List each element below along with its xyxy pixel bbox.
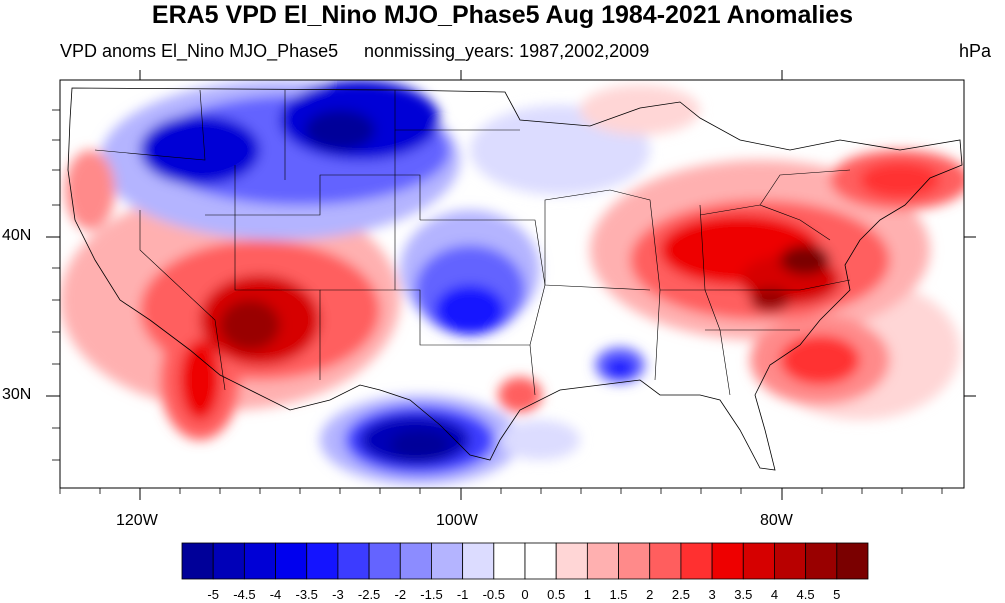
colorbar-box — [649, 542, 682, 580]
colorbar — [181, 542, 869, 580]
units-label: hPa — [958, 41, 991, 61]
colorbar-tick-label: -5 — [207, 587, 219, 602]
figure-title: ERA5 VPD El_Nino MJO_Phase5 Aug 1984-202… — [151, 1, 854, 29]
colorbar-box — [275, 542, 308, 580]
anomaly-field — [60, 80, 964, 488]
colorbar-tick-label: 3.5 — [734, 587, 753, 602]
colorbar-tick-label: -1.5 — [420, 587, 443, 602]
lon-label-100w: 100W — [436, 512, 478, 529]
lat-label-30n: 30N — [2, 386, 32, 403]
colorbar-tick-label: 4 — [770, 587, 779, 602]
colorbar-box — [243, 542, 276, 580]
colorbar-tick-label: 3 — [708, 587, 716, 602]
colorbar-box — [462, 542, 495, 580]
colorbar-tick-label: 2.5 — [671, 587, 690, 602]
colorbar-box — [618, 542, 651, 580]
colorbar-box — [212, 542, 245, 580]
colorbar-tick-label: -3 — [332, 587, 344, 602]
colorbar-tick-label: 0 — [521, 587, 529, 602]
colorbar-box — [711, 542, 744, 580]
colorbar-box — [555, 542, 588, 580]
colorbar-tick-label: 2 — [646, 587, 654, 602]
colorbar-box — [805, 542, 838, 580]
lat-ticks — [46, 236, 976, 397]
colorbar-box — [368, 542, 401, 580]
colorbar-box — [337, 542, 370, 580]
colorbar-box — [836, 542, 869, 580]
colorbar-box — [774, 542, 807, 580]
colorbar-box — [742, 542, 775, 580]
colorbar-tick-label: -4 — [269, 587, 282, 602]
colorbar-tick-label: -3.5 — [295, 587, 318, 602]
lon-label-80w: 80W — [760, 512, 793, 529]
colorbar-box — [181, 542, 214, 580]
colorbar-box — [493, 542, 526, 580]
colorbar-tick-label: -1 — [456, 587, 469, 602]
colorbar-tick-label: -2.5 — [357, 587, 381, 602]
colorbar-tick-label: -0.5 — [482, 587, 505, 602]
colorbar-box — [431, 542, 464, 580]
colorbar-box — [680, 542, 713, 580]
colorbar-box — [524, 542, 557, 580]
colorbar-tick-label: 0.5 — [547, 587, 566, 602]
colorbar-tick-label: 1 — [583, 587, 592, 602]
colorbar-tick-label: 4.5 — [796, 587, 815, 602]
us-outline — [67, 87, 963, 471]
lat-label-40n: 40N — [2, 227, 32, 244]
colorbar-box — [306, 542, 339, 580]
left-subtitle: VPD anoms El_Nino MJO_Phase5 — [60, 41, 339, 61]
center-subtitle: nonmissing_years: 1987,2002,2009 — [364, 41, 650, 61]
map-frame — [59, 79, 965, 489]
lon-ticks — [139, 70, 783, 500]
lon-label-120w: 120W — [116, 512, 158, 529]
colorbar-tick-label: 1.5 — [609, 587, 628, 602]
colorbar-box — [399, 542, 432, 580]
colorbar-tick-label: 5 — [833, 587, 841, 602]
colorbar-box — [586, 542, 619, 580]
minor-ticks — [52, 109, 943, 494]
colorbar-tick-label: -2 — [394, 587, 407, 602]
colorbar-tick-label: -4.5 — [233, 587, 256, 602]
state-boundaries — [94, 89, 851, 396]
